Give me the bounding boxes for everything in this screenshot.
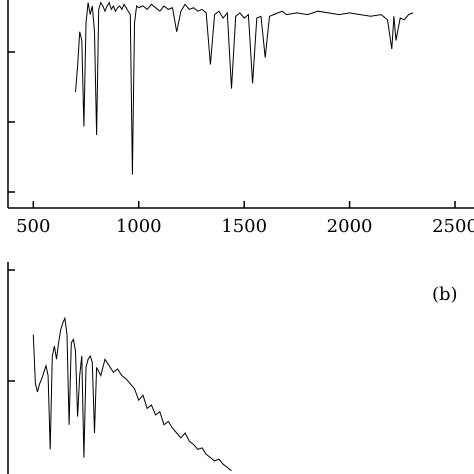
panel-b-label: (b) <box>432 284 458 305</box>
panel-b-spectrum-line <box>32 316 232 472</box>
panel-a: 500 1000 1500 2000 2500 <box>7 0 474 237</box>
x-tick-label: 2000 <box>327 216 373 237</box>
x-tick-label: 2500 <box>432 216 474 237</box>
x-tick-label: 500 <box>16 216 50 237</box>
panel-a-x-ticks <box>32 201 456 208</box>
panel-a-spectrum-line <box>75 1 414 175</box>
panel-b-y-ticks <box>8 269 15 382</box>
panel-a-y-ticks <box>8 51 15 193</box>
panel-b: (b) <box>7 262 458 474</box>
panel-a-x-tick-labels: 500 1000 1500 2000 2500 <box>16 216 474 237</box>
x-tick-label: 1000 <box>116 216 162 237</box>
x-tick-label: 1500 <box>221 216 267 237</box>
